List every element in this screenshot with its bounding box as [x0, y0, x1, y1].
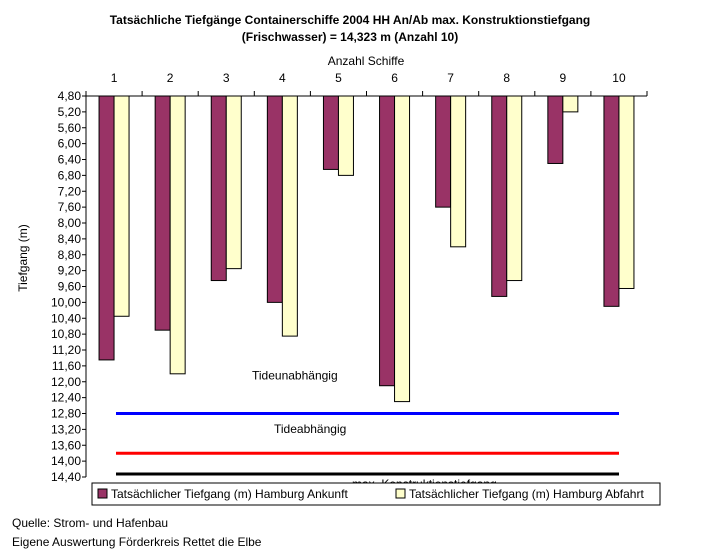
legend: Tatsächlicher Tiefgang (m) Hamburg Ankun… — [91, 482, 661, 506]
legend-label: Tatsächlicher Tiefgang (m) Hamburg Abfah… — [409, 487, 644, 501]
y-tick-labels: 4,80 5,20 5,60 6,00 6,406,80 7,20 7,60 8,00 8,40… — [51, 89, 81, 484]
bar — [113, 95, 130, 317]
category-label: 10 — [612, 71, 626, 85]
bar — [337, 95, 354, 176]
bar — [491, 95, 508, 297]
category-label: 1 — [111, 71, 118, 85]
category-label: 6 — [391, 71, 398, 85]
legend-swatch — [97, 488, 108, 499]
y-tick-label: 9,60 — [58, 280, 82, 294]
y-axis-label: Tiefgang (m) — [16, 224, 30, 292]
legend-swatch — [395, 488, 406, 499]
bar — [547, 95, 564, 164]
y-tick-label: 8,80 — [58, 248, 82, 262]
y-tick-label: 14,00 — [51, 454, 81, 468]
reference-label: Tideunabhängig — [252, 369, 338, 383]
bar — [562, 95, 579, 113]
category-label: 4 — [279, 71, 286, 85]
y-tick-label: 5,20 — [58, 105, 82, 119]
chart-title: Tatsächliche Tiefgänge Containerschiffe … — [110, 13, 591, 27]
bar — [210, 95, 227, 282]
y-tick-label: 11,60 — [52, 359, 81, 373]
y-tick-label: 11,20 — [52, 343, 81, 357]
y-tick-label: 12,00 — [51, 375, 81, 389]
y-tick-label: 8,40 — [58, 232, 82, 246]
y-tick-label: 12,40 — [51, 391, 81, 405]
reference-lines — [116, 412, 619, 476]
bar — [394, 95, 411, 403]
y-tick-label: 10,40 — [51, 311, 81, 325]
category-label: 2 — [167, 71, 174, 85]
y-tick-label: 13,60 — [51, 438, 81, 452]
y-tick-label: 12,80 — [51, 407, 81, 421]
bar — [225, 95, 242, 270]
category-labels: 1 2 3 4 5 6 7 8 9 10 — [111, 71, 626, 85]
chart-subtitle: (Frischwasser) = 14,323 m (Anzahl 10) — [242, 30, 458, 44]
bar — [154, 95, 171, 331]
category-label: 7 — [447, 71, 454, 85]
x-axis-label: Anzahl Schiffe — [328, 54, 405, 68]
bar — [281, 95, 298, 337]
y-tick-label: 9,20 — [58, 264, 82, 278]
source-line-2: Eigene Auswertung Förderkreis Rettet die… — [12, 535, 262, 549]
y-tick-label: 5,60 — [58, 121, 82, 135]
source-line-1: Quelle: Strom- und Hafenbau — [12, 516, 169, 530]
bar — [98, 95, 115, 361]
axes — [82, 91, 648, 478]
legend-label: Tatsächlicher Tiefgang (m) Hamburg Ankun… — [111, 487, 348, 501]
y-tick-label: 13,20 — [51, 422, 81, 436]
category-label: 3 — [223, 71, 230, 85]
y-tick-label: 6,00 — [58, 137, 82, 151]
bar — [379, 95, 396, 387]
bar — [266, 95, 283, 303]
bar — [435, 95, 452, 208]
bar — [169, 95, 186, 375]
bar — [603, 95, 620, 307]
bar — [450, 95, 467, 248]
y-tick-label: 7,20 — [58, 184, 82, 198]
bar — [618, 95, 635, 289]
bars — [98, 95, 635, 403]
chart-area: Tatsächliche Tiefgänge Containerschiffe … — [16, 13, 661, 506]
category-label: 9 — [560, 71, 567, 85]
bar — [322, 95, 339, 170]
legend-box — [91, 482, 661, 506]
reference-label: Tideabhängig — [274, 422, 346, 436]
y-tick-label: 6,80 — [58, 168, 82, 182]
y-tick-label: 8,00 — [58, 216, 82, 230]
category-label: 5 — [335, 71, 342, 85]
y-tick-label: 4,80 — [58, 89, 82, 103]
y-tick-label: 6,40 — [58, 153, 82, 167]
y-tick-label: 7,60 — [58, 200, 82, 214]
y-tick-label: 10,00 — [51, 295, 81, 309]
y-tick-label: 10,80 — [51, 327, 81, 341]
category-label: 8 — [503, 71, 510, 85]
bar — [506, 95, 523, 282]
y-tick-label: 14,40 — [51, 470, 81, 484]
